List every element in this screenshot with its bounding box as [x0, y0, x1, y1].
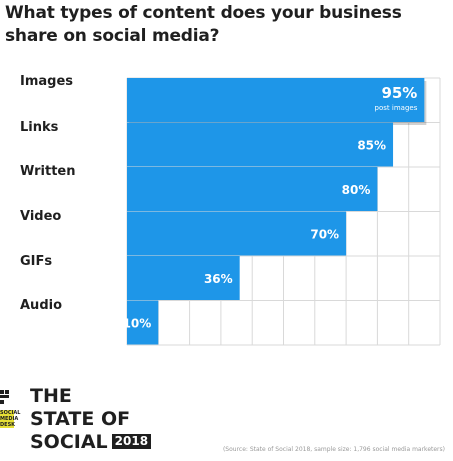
- bar-audio: [127, 300, 159, 345]
- category-label-gifs: GIFs: [20, 254, 53, 269]
- logo-line-3: SOCIAL 2018: [30, 431, 152, 454]
- value-label-video: 70%: [310, 228, 339, 242]
- bar-written: [127, 167, 378, 211]
- value-label-written: 80%: [342, 183, 371, 197]
- category-label-audio: Audio: [20, 298, 63, 313]
- value-label-images: 95%: [381, 84, 417, 102]
- logo-line-1: THE: [30, 385, 72, 407]
- logo-mark-icon: [0, 390, 9, 404]
- logo-line-2: STATE OF: [30, 408, 131, 430]
- source-note: (Source: State of Social 2018, sample si…: [222, 446, 445, 453]
- category-label-images: Images: [20, 74, 74, 89]
- logo-year-badge: 2018: [111, 434, 152, 449]
- logo-mark-text: SOCIAL MEDIA DESK: [0, 410, 21, 428]
- category-label-video: Video: [20, 209, 62, 224]
- logo-line-3-text: SOCIAL: [30, 431, 108, 453]
- category-label-written: Written: [20, 164, 76, 179]
- value-label-links: 85%: [357, 139, 386, 153]
- category-label-links: Links: [20, 120, 59, 135]
- bar-gifs: [127, 256, 240, 300]
- value-label-gifs: 36%: [204, 272, 233, 286]
- value-note-images: post images: [375, 104, 418, 112]
- bar-images: [127, 78, 425, 122]
- chart-title: What types of content does your business…: [5, 3, 402, 46]
- brand-logo: THE STATE OF SOCIAL 2018: [30, 385, 152, 454]
- value-label-audio: 10%: [123, 317, 152, 331]
- bar-links: [127, 122, 394, 167]
- bar-video: [127, 211, 347, 256]
